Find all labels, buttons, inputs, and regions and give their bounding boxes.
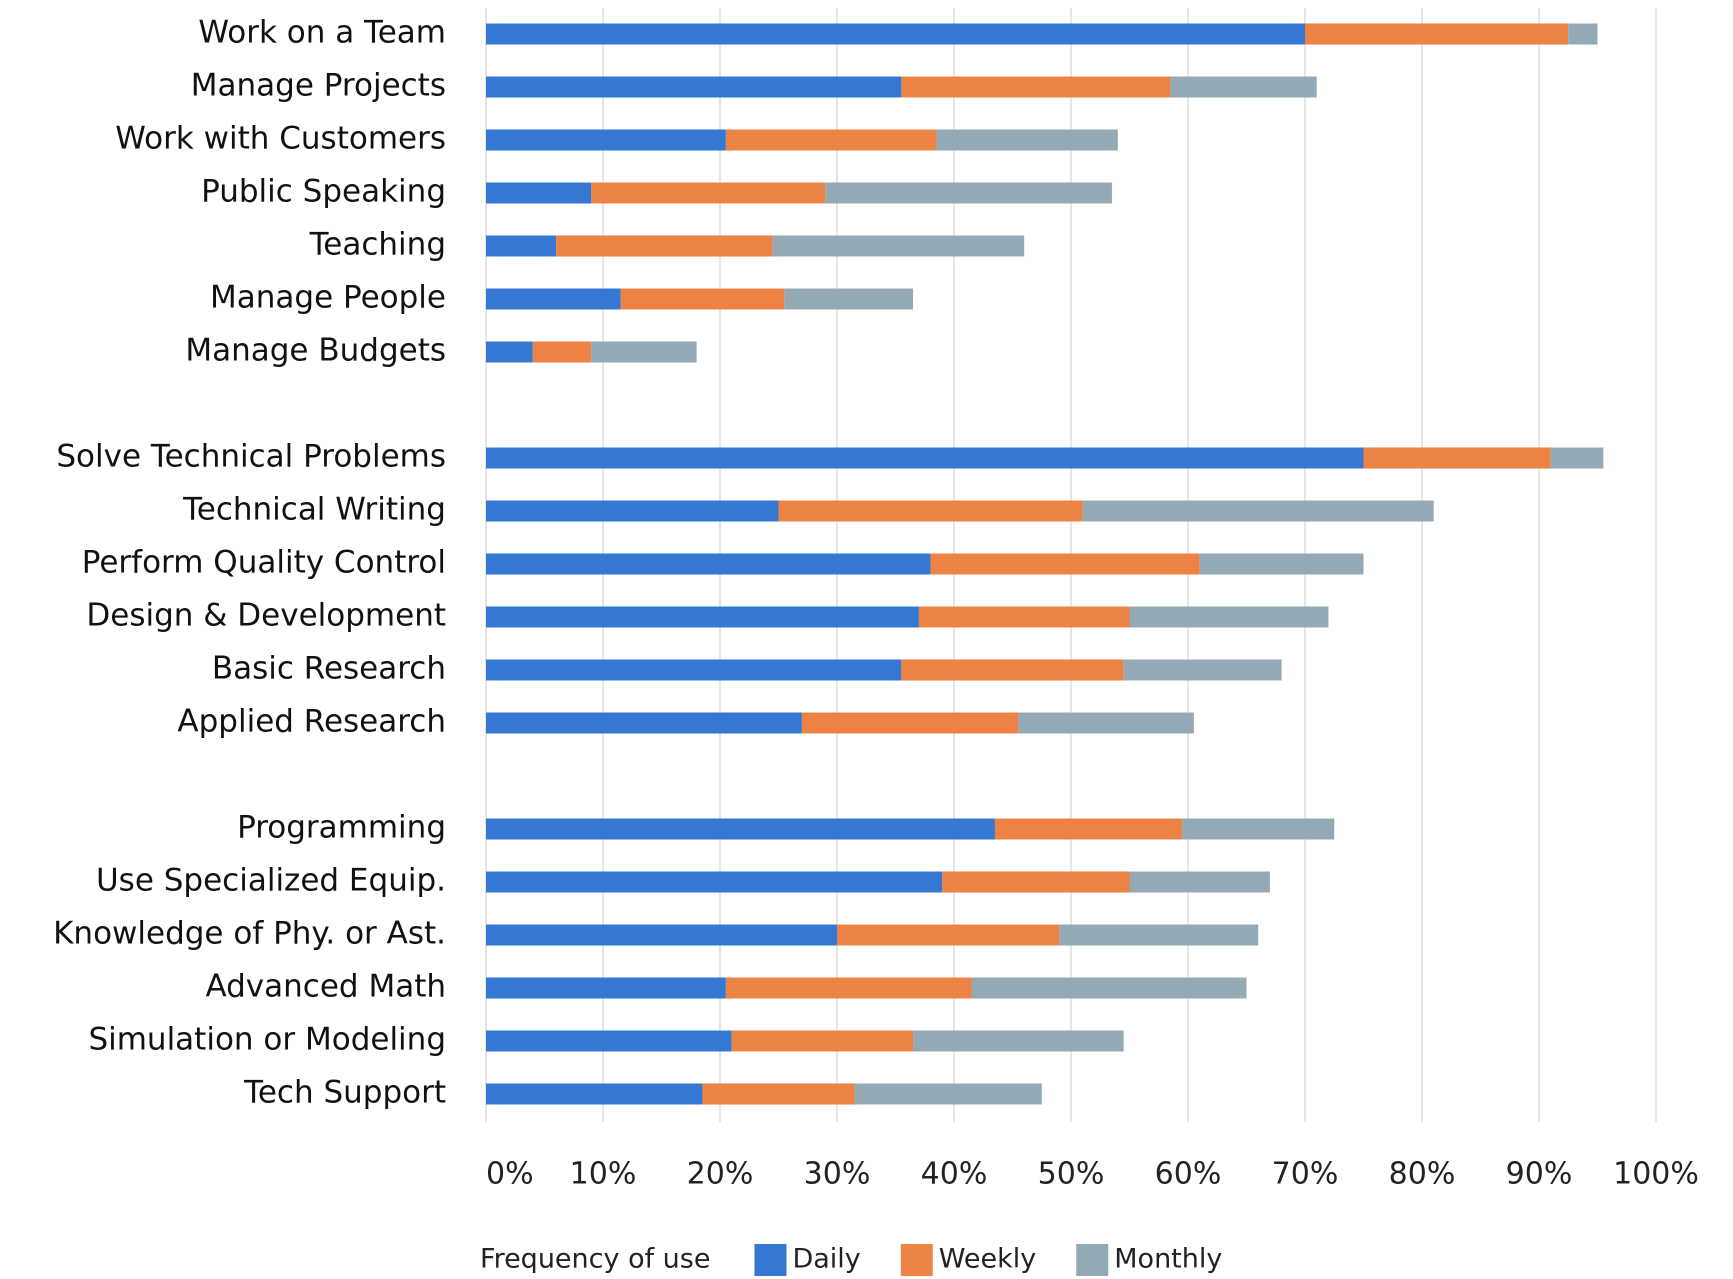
bar-segment [825,182,1112,204]
category-label: Technical Writing [182,492,446,528]
bar-segment [837,924,1060,946]
category-label: Teaching [309,227,446,263]
bar-segment [486,1030,732,1052]
bar-segment [702,1083,855,1105]
bar-segment [994,818,1183,840]
bar-segment [854,1083,1042,1105]
bar-segment [486,288,621,310]
legend-swatch [754,1244,787,1276]
bar-segment [942,871,1130,893]
bar-segment [901,659,1124,681]
bar-segment [486,553,931,575]
category-label: Use Specialized Equip. [96,863,446,899]
bar-segment [918,606,1130,628]
bar-segment [486,659,902,681]
bar-segment [486,76,902,98]
x-tick-label: 50% [1038,1157,1105,1192]
bar-segment [486,871,943,893]
bar-segment [1129,871,1270,893]
category-label: Knowledge of Phy. or Ast. [53,916,446,952]
category-label: Manage People [210,280,446,316]
category-label: Solve Technical Problems [56,439,446,475]
bar-segment [486,606,919,628]
x-tick-label: 20% [687,1157,754,1192]
bar-segment [772,235,1025,257]
x-tick-label: 70% [1272,1157,1339,1192]
category-label: Basic Research [212,651,446,687]
bar-segment [725,977,972,999]
bar-segment [486,712,802,734]
bar-segment [486,182,592,204]
bar-segment [591,182,826,204]
x-tick-label: 90% [1506,1157,1573,1192]
legend-label: Daily [792,1244,860,1275]
category-label: Manage Budgets [185,333,446,369]
category-label: Simulation or Modeling [88,1022,446,1058]
bar-segment [1182,818,1335,840]
bar-segment [1082,500,1434,522]
x-tick-label: 10% [570,1157,637,1192]
bar-segment [486,341,533,363]
legend-swatch [900,1244,933,1276]
bar-segment [801,712,1019,734]
bar-segment [1170,76,1317,98]
bar-segment [486,977,726,999]
bar-segment [936,129,1118,151]
category-label: Public Speaking [201,174,446,210]
bar-segment [556,235,773,257]
legend-swatch [1076,1244,1109,1276]
category-label: Tech Support [243,1075,446,1111]
bar-segment [1018,712,1194,734]
category-label: Manage Projects [191,68,446,104]
bar-segment [725,129,937,151]
bar-segment [486,129,726,151]
x-tick-label: 0% [486,1157,534,1192]
bar-segment [486,500,779,522]
bar-segment [486,924,837,946]
bar-segment [486,1083,703,1105]
bar-segment [486,447,1364,469]
bar-segment [1129,606,1329,628]
category-label: Work with Customers [115,121,446,157]
bar-segment [731,1030,914,1052]
legend-title: Frequency of use [480,1244,710,1275]
bar-segment [778,500,1083,522]
bar-segment [532,341,592,363]
bar-segment [913,1030,1124,1052]
bar-segment [901,76,1171,98]
category-label: Programming [237,810,446,846]
bar-segment [591,341,697,363]
bar-segment [486,818,995,840]
x-tick-label: 100% [1613,1157,1699,1192]
x-tick-label: 30% [804,1157,871,1192]
bar-segment [1305,23,1569,45]
bar-segment [1363,447,1551,469]
bar-segment [1550,447,1604,469]
bar-segment [486,23,1305,45]
bar-segment [1123,659,1282,681]
bar-segment [930,553,1200,575]
bar-segment [1199,553,1364,575]
bar-segment [1059,924,1259,946]
bar-segment [784,288,914,310]
category-label: Perform Quality Control [82,545,446,581]
bar-segment [971,977,1247,999]
bar-segment [1568,23,1598,45]
category-label: Advanced Math [205,969,446,1005]
bar-segment [486,235,557,257]
category-label: Applied Research [177,704,446,740]
x-tick-label: 40% [921,1157,988,1192]
legend-label: Weekly [939,1244,1036,1275]
x-tick-label: 60% [1155,1157,1222,1192]
x-tick-label: 80% [1389,1157,1456,1192]
legend-label: Monthly [1114,1244,1222,1275]
bar-segment [620,288,785,310]
category-label: Design & Development [86,598,446,634]
category-label: Work on a Team [198,15,446,51]
